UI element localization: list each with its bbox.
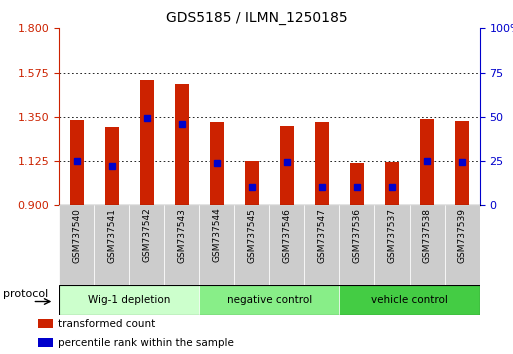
Text: GSM737547: GSM737547 (318, 208, 326, 263)
Bar (269, 205, 304, 285)
Bar (315, 122, 329, 205)
Text: GSM737544: GSM737544 (212, 208, 221, 262)
Bar (94, 205, 129, 285)
Bar (105, 127, 119, 205)
Text: vehicle control: vehicle control (371, 295, 448, 305)
Bar (280, 126, 294, 205)
Bar (340, 285, 480, 315)
Bar (38, 338, 53, 347)
Bar (245, 161, 259, 205)
Bar (199, 285, 340, 315)
Bar (455, 121, 469, 205)
Text: transformed count: transformed count (58, 319, 155, 329)
Bar (38, 319, 53, 328)
Text: GSM737539: GSM737539 (458, 208, 467, 263)
Text: protocol: protocol (3, 289, 48, 299)
Bar (420, 119, 434, 205)
Bar (164, 205, 199, 285)
Text: negative control: negative control (227, 295, 312, 305)
Bar (304, 205, 340, 285)
Text: GSM737546: GSM737546 (282, 208, 291, 263)
Bar (59, 285, 199, 315)
Bar (210, 122, 224, 205)
Bar (385, 162, 399, 205)
Text: percentile rank within the sample: percentile rank within the sample (58, 338, 234, 348)
Bar (129, 205, 164, 285)
Bar (350, 163, 364, 205)
Text: GSM737536: GSM737536 (352, 208, 362, 263)
Text: GSM737540: GSM737540 (72, 208, 81, 263)
Text: GSM737541: GSM737541 (107, 208, 116, 263)
Bar (70, 120, 84, 205)
Bar (374, 205, 409, 285)
Bar (234, 205, 269, 285)
Text: Wig-1 depletion: Wig-1 depletion (88, 295, 170, 305)
Bar (409, 205, 445, 285)
Text: GSM737537: GSM737537 (387, 208, 397, 263)
Text: GSM737545: GSM737545 (247, 208, 256, 263)
Bar (340, 205, 374, 285)
Bar (140, 80, 154, 205)
Text: GSM737538: GSM737538 (423, 208, 431, 263)
Bar (445, 205, 480, 285)
Text: GSM737542: GSM737542 (142, 208, 151, 262)
Text: GSM737543: GSM737543 (177, 208, 186, 263)
Text: GDS5185 / ILMN_1250185: GDS5185 / ILMN_1250185 (166, 11, 347, 25)
Bar (174, 84, 189, 205)
Bar (59, 205, 94, 285)
Bar (199, 205, 234, 285)
